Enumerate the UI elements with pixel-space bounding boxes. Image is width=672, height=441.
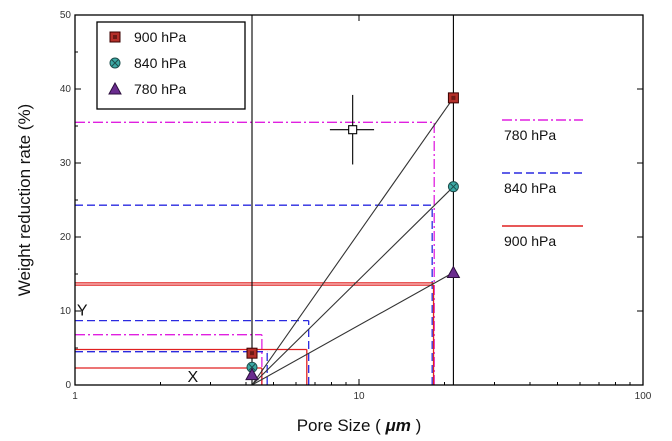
point-780hpa-1 <box>446 265 461 279</box>
chart-marks-layer <box>245 92 461 381</box>
y-axis-title: Weight reduction rate (%) <box>15 104 34 296</box>
right-legend: 780 hPa 840 hPa 900 hPa <box>502 119 583 249</box>
legend-box: 900 hPa 840 hPa 780 hPa <box>96 21 246 110</box>
x-tick-label-1: 10 <box>353 391 365 402</box>
point-840hpa-1 <box>447 181 459 193</box>
legend-label-840hpa: 840 hPa <box>134 55 186 71</box>
fan-line-0 <box>251 97 454 386</box>
right-legend-label-900hpa: 900 hPa <box>504 233 556 249</box>
axes-layer: 0 10 20 30 40 50 1 10 100 <box>60 10 652 402</box>
x-tick-label-0: 1 <box>72 391 78 402</box>
legend-marker-900hpa <box>109 31 121 43</box>
point-900hpa-0 <box>246 347 258 359</box>
legend-label-780hpa: 780 hPa <box>134 81 186 97</box>
y-tick-label-3: 30 <box>60 158 72 169</box>
point-900hpa-1 <box>447 92 459 104</box>
y-tick-label-2: 20 <box>60 232 72 243</box>
legend-label-900hpa: 900 hPa <box>134 29 186 45</box>
annotations-layer: XY <box>77 303 199 387</box>
annotation-y: Y <box>77 303 88 320</box>
legend-marker-780hpa <box>108 81 122 95</box>
fan-line-1 <box>251 186 454 386</box>
right-legend-label-840hpa: 840 hPa <box>504 180 556 196</box>
legend-marker-840hpa <box>109 57 121 69</box>
y-tick-label-1: 10 <box>60 306 72 317</box>
x-axis-title: Pore Size ( μm ) <box>297 416 422 435</box>
annotation-x: X <box>188 369 199 386</box>
y-tick-label-4: 40 <box>60 84 72 95</box>
right-legend-label-780hpa: 780 hPa <box>504 127 556 143</box>
chart-lines-layer <box>75 15 454 386</box>
legend-items: 900 hPa 840 hPa 780 hPa <box>108 29 186 97</box>
x-tick-label-2: 100 <box>635 391 652 402</box>
y-tick-label-0: 0 <box>65 380 71 391</box>
y-tick-label-5: 50 <box>60 10 72 21</box>
point-780hpa-0 <box>245 367 259 381</box>
fan-line-2 <box>251 272 454 386</box>
target-point <box>348 125 358 135</box>
